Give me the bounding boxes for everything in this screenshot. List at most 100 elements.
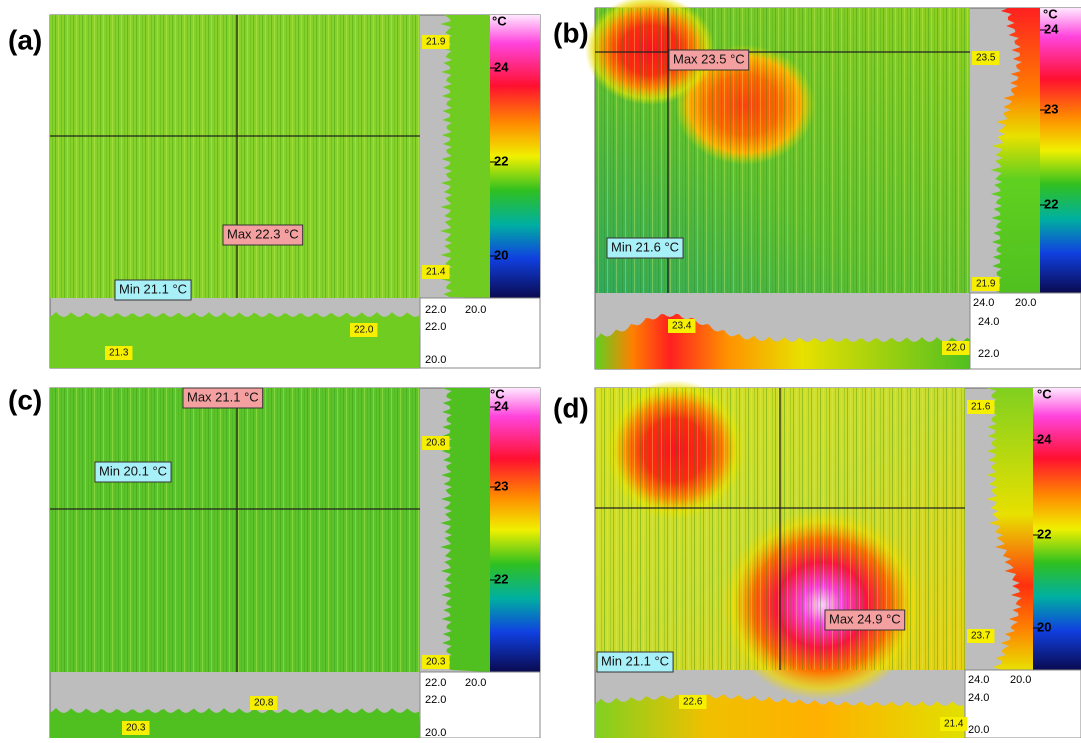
bottom-axis-label: 20.0: [425, 727, 446, 738]
min-label-box: [114, 279, 192, 301]
min-label-box: [596, 651, 674, 673]
bottom-axis-label: 20.0: [425, 354, 446, 366]
right-profile-label-box: [422, 35, 450, 49]
bottom-profile: [50, 708, 420, 738]
right-profile-label-box: [972, 51, 1000, 65]
colorbar-tick-label: 24: [1037, 431, 1052, 446]
colorbar-tick-label: 20: [494, 247, 508, 262]
right-axis-label: 22.0: [425, 677, 446, 689]
right-axis-label: 24.0: [973, 297, 994, 309]
noise: [50, 15, 420, 298]
right-profile-label: 23.7: [971, 631, 991, 642]
colorbar: [490, 15, 540, 298]
max-label-box: [222, 224, 304, 246]
colorbar: [490, 388, 540, 672]
right-profile-label-box: [422, 265, 450, 279]
right-profile-label: 21.6: [971, 402, 991, 413]
bottom-axis-label: 20.0: [968, 724, 989, 736]
colorbar-tick-label: 22: [494, 571, 508, 586]
right-profile-label-box: [967, 629, 995, 643]
min-label: Min 21.6 °C: [611, 239, 679, 254]
right-profile-label: 21.4: [426, 267, 446, 278]
colorbar-tick-label: 22: [1037, 526, 1051, 541]
bottom-profile-label: 22.0: [354, 325, 374, 336]
bottom-profile-label-box: [940, 717, 968, 731]
bottom-profile-label: 20.3: [126, 723, 146, 734]
max-label-box: [668, 49, 750, 71]
max-label-box: [182, 387, 264, 409]
colorbar: [1033, 388, 1081, 670]
bottom-axis-area: [969, 292, 1081, 370]
bottom-profile-label-box: [350, 323, 378, 337]
min-label: Min 21.1 °C: [119, 281, 187, 296]
panel-label: (d): [553, 392, 589, 423]
min-label-box: [606, 237, 684, 259]
max-label: Max 22.3 °C: [227, 226, 299, 241]
colorbar-tick-label: 24: [494, 398, 509, 413]
panel-label: (c): [8, 384, 42, 415]
max-label: Max 21.1 °C: [187, 389, 259, 404]
bottom-profile-label-box: [942, 341, 970, 355]
bottom-profile-label: 22.0: [946, 343, 966, 354]
bottom-profile-label-box: [668, 319, 696, 333]
unit: °C: [492, 13, 507, 28]
colorbar-tick-label: 20: [1037, 619, 1051, 634]
right-profile-label: 21.9: [426, 37, 446, 48]
unit: °C: [1037, 386, 1052, 401]
right-axis-label: 20.0: [1015, 297, 1036, 309]
bottom-profile-label-box: [679, 695, 707, 709]
right-profile-label: 20.3: [426, 657, 446, 668]
bottom-profile-label-box: [250, 696, 278, 710]
right-axis-label: 24.0: [968, 674, 989, 686]
min-label: Min 21.1 °C: [601, 653, 669, 668]
right-profile-label: 20.8: [426, 438, 446, 449]
right-axis-label: 20.0: [465, 304, 486, 316]
colorbar-tick-label: 24: [494, 59, 509, 74]
bottom-profile-label-box: [122, 721, 150, 735]
bottom-profile-label: 21.3: [109, 348, 129, 359]
right-profile-label-box: [972, 277, 1000, 291]
right-profile: [440, 388, 490, 672]
panel: [594, 380, 1081, 739]
bottom-axis-label: 24.0: [978, 316, 999, 328]
bottom-axis-label: 22.0: [425, 694, 446, 706]
right-profile: [986, 388, 1033, 670]
max-label: Max 24.9 °C: [829, 611, 901, 626]
right-axis-label: 20.0: [465, 677, 486, 689]
panel-label: (b): [553, 17, 589, 48]
max-label: Max 23.5 °C: [673, 51, 745, 66]
panel: [49, 387, 541, 739]
panel-label: (a): [8, 24, 42, 55]
min-label: Min 20.1 °C: [99, 463, 167, 478]
right-profile: [990, 8, 1040, 293]
bottom-axis-label: 24.0: [968, 692, 989, 704]
bottom-profile-label: 21.4: [944, 719, 964, 730]
colorbar-tick-label: 23: [494, 478, 508, 493]
right-axis-label: 22.0: [425, 304, 446, 316]
panel: [585, 0, 1081, 370]
colorbar-tick-label: 22: [1044, 196, 1058, 211]
bottom-profile-label: 22.6: [683, 697, 703, 708]
noise: [50, 388, 420, 672]
max-label-box: [824, 609, 906, 631]
right-axis-label: 20.0: [1010, 674, 1031, 686]
min-label-box: [94, 461, 172, 483]
right-profile-label-box: [422, 436, 450, 450]
right-profile-label: 21.9: [976, 279, 996, 290]
unit: °C: [1043, 6, 1058, 21]
right-profile-label-box: [967, 400, 995, 414]
bottom-profile-label: 20.8: [254, 698, 274, 709]
bottom-axis-label: 22.0: [978, 348, 999, 360]
bottom-axis-area: [419, 297, 541, 369]
bottom-profile: [50, 312, 420, 368]
colorbar: [1040, 8, 1081, 293]
right-profile-label-box: [422, 655, 450, 669]
colorbar-tick-label: 22: [494, 153, 508, 168]
right-profile-label: 23.5: [976, 53, 996, 64]
unit: °C: [490, 386, 505, 401]
colorbar-tick-label: 23: [1044, 101, 1058, 116]
bottom-profile-label-box: [105, 346, 133, 360]
bottom-axis-area: [419, 671, 541, 739]
